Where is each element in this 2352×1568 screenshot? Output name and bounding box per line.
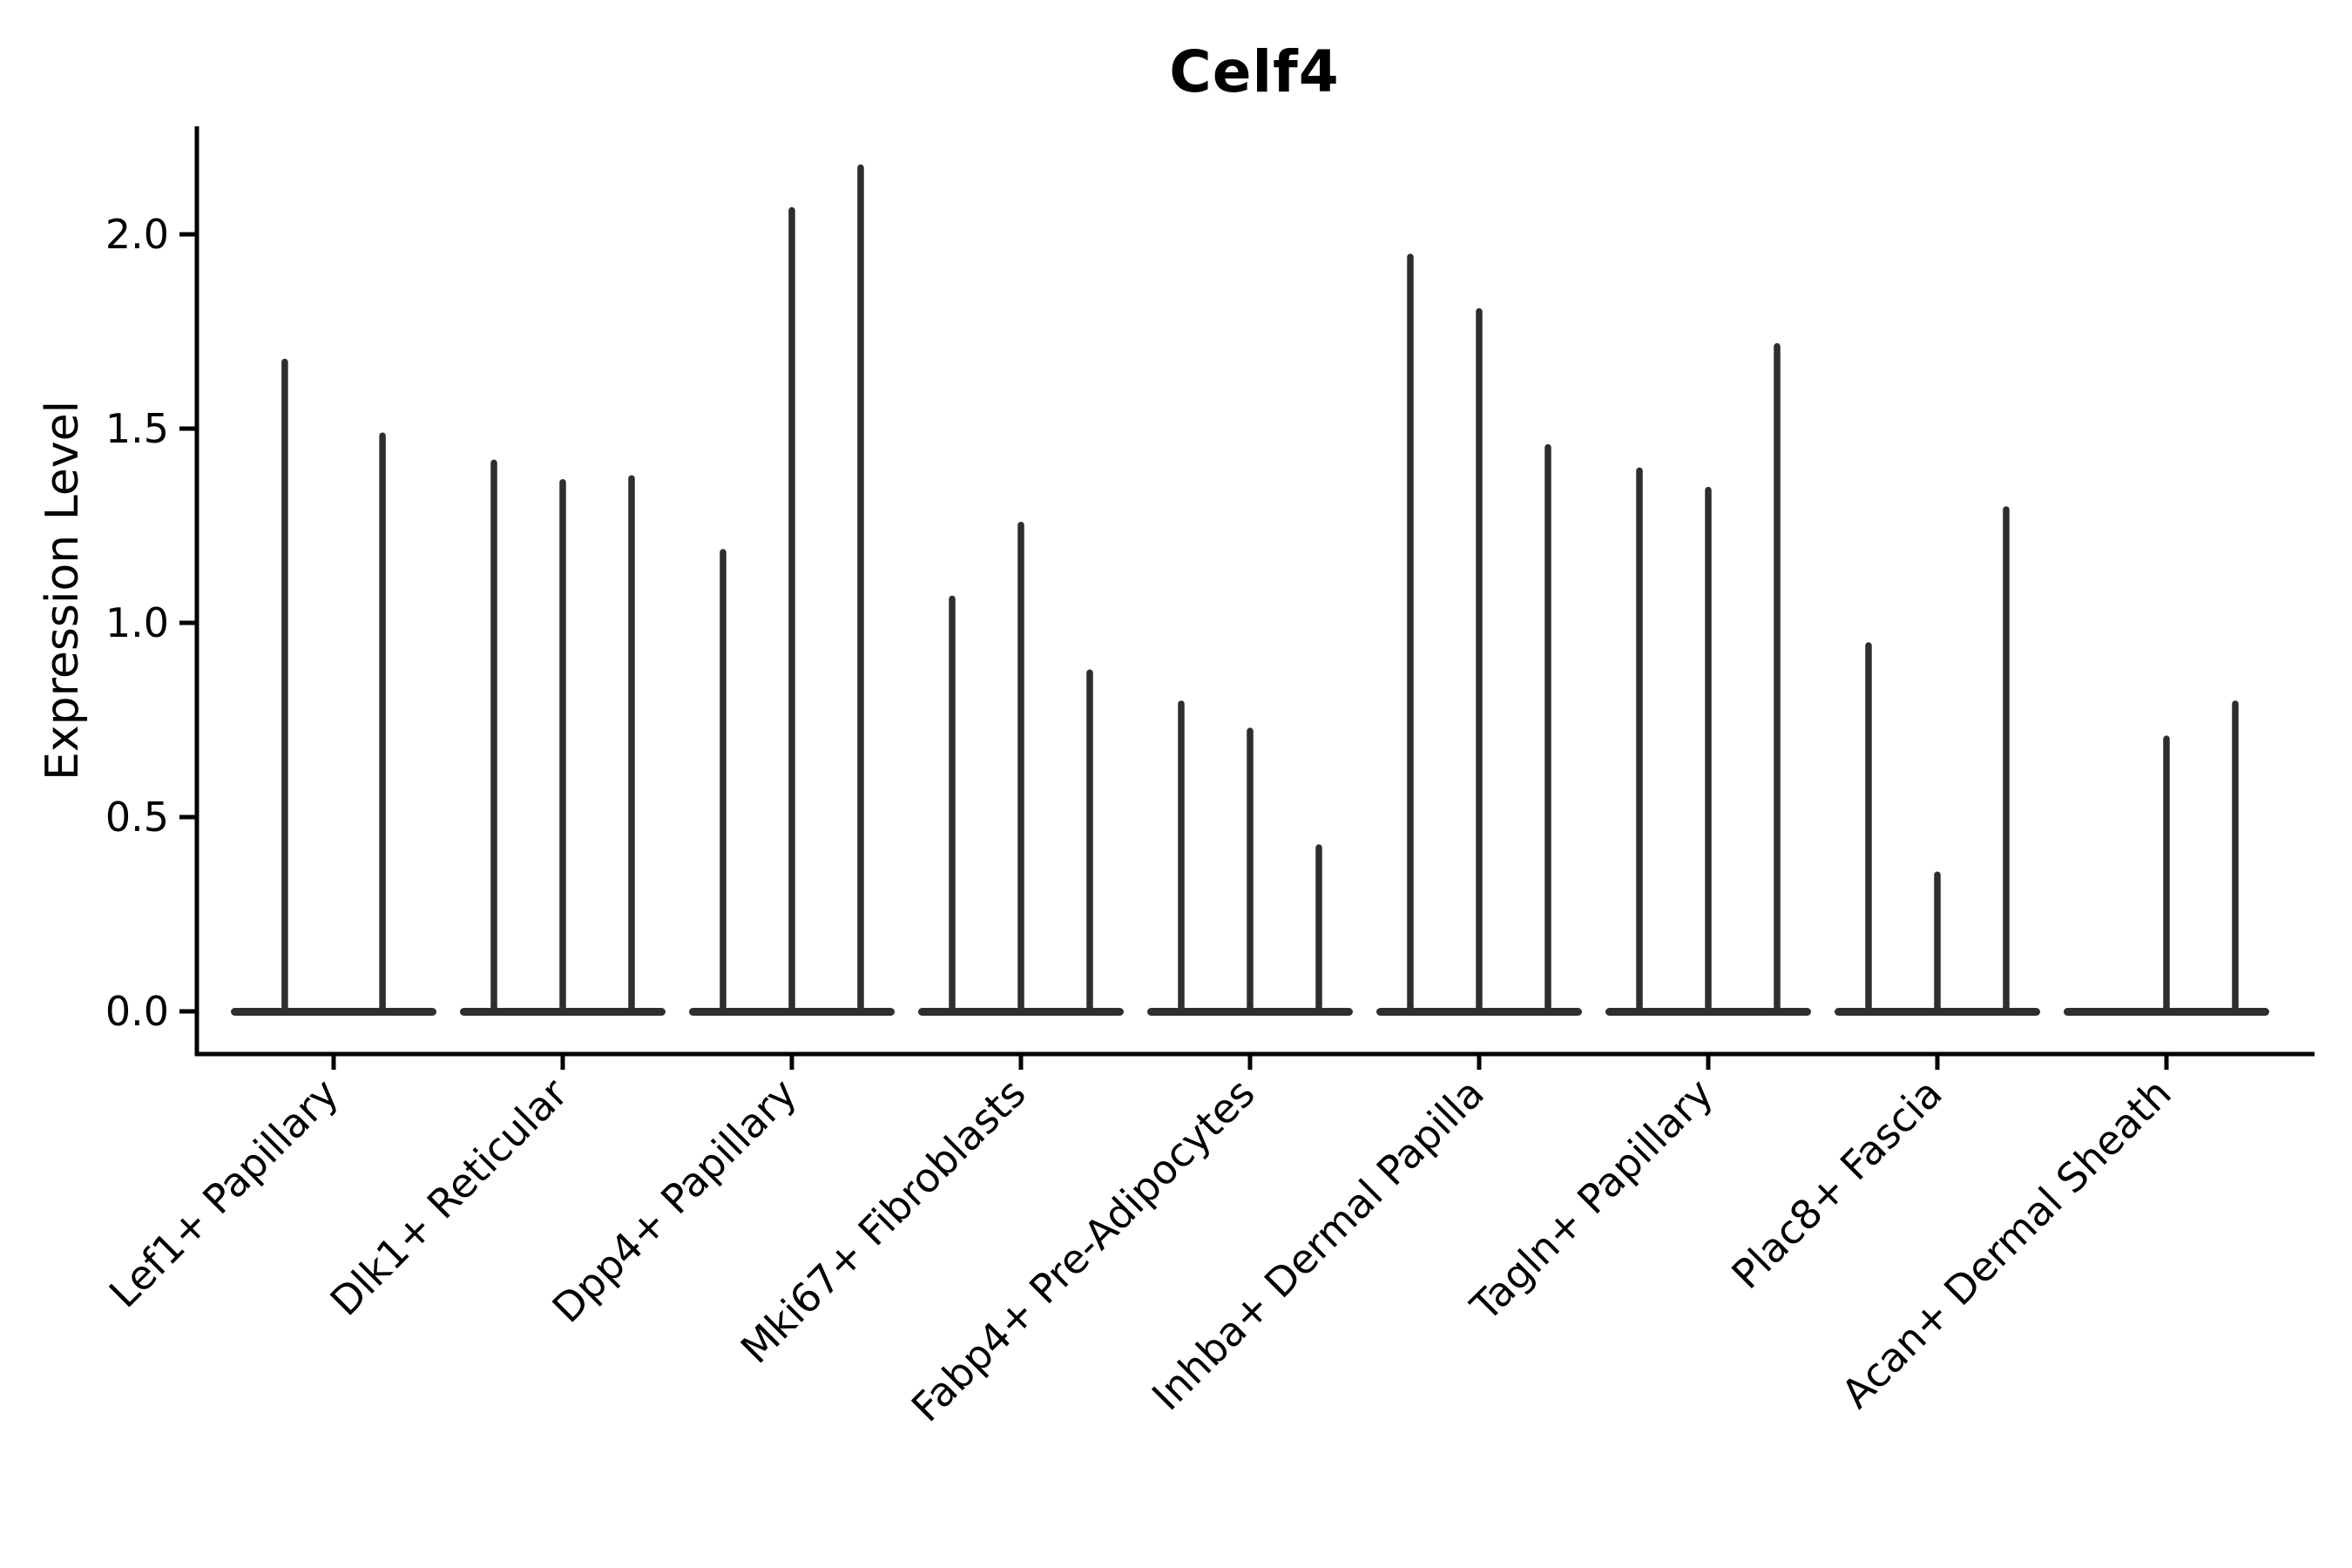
y-tick-label: 1.5 — [105, 405, 169, 452]
y-tick-label: 0.5 — [105, 794, 169, 841]
x-category-label: Dlk1+ Reticular — [321, 1070, 577, 1325]
violin-base — [231, 1008, 436, 1016]
chart-title: Celf4 — [1169, 38, 1340, 105]
y-tick-label: 2.0 — [105, 211, 169, 258]
x-category-label: Lef1+ Papillary — [100, 1070, 348, 1317]
x-category-label: Dpp4+ Papillary — [544, 1070, 806, 1332]
y-tick-label: 1.0 — [105, 599, 169, 646]
y-tick-label: 0.0 — [105, 988, 169, 1035]
x-category-label: Plac8+ Fascia — [1722, 1070, 1950, 1298]
x-category-label: Tagln+ Papillary — [1461, 1070, 1722, 1331]
